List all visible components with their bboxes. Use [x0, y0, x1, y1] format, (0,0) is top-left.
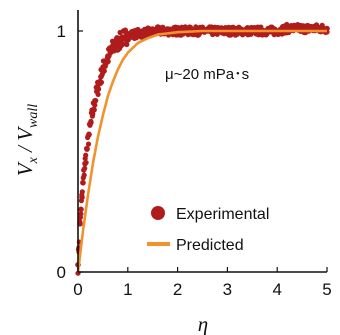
- experimental-point: [78, 206, 84, 213]
- experimental-point: [92, 98, 98, 104]
- y-label-main-sub: x: [26, 156, 41, 164]
- x-axis-label: η: [198, 312, 208, 335]
- y-tick-label: 1: [57, 22, 66, 41]
- y-label-denom-sub: wall: [26, 104, 41, 128]
- experimental-point: [81, 172, 87, 178]
- experimental-point: [82, 165, 88, 171]
- legend-predicted-label: Predicted: [176, 237, 244, 254]
- experimental-point: [98, 74, 104, 80]
- x-tick-label: 1: [123, 280, 132, 299]
- y-ticks: 01: [57, 22, 83, 282]
- experimental-point: [124, 41, 130, 48]
- x-tick-label: 4: [272, 280, 281, 299]
- predicted-line: [76, 29, 327, 273]
- experimental-point: [144, 29, 151, 35]
- experimental-point: [80, 180, 86, 186]
- experimental-point: [85, 141, 92, 147]
- x-tick-label: 0: [73, 280, 82, 299]
- experimental-point: [92, 102, 98, 108]
- experimental-point: [90, 107, 96, 114]
- experimental-point: [135, 30, 141, 37]
- x-tick-label: 3: [223, 280, 232, 299]
- legend-experimental-marker: [151, 206, 165, 220]
- experimental-point: [79, 194, 85, 201]
- experimental-point: [193, 24, 199, 30]
- experimental-point: [105, 54, 111, 61]
- experimental-point: [88, 119, 94, 126]
- y-tick-label: 0: [57, 263, 66, 282]
- experimental-point: [79, 189, 85, 195]
- x-tick-label: 2: [173, 280, 182, 299]
- annotation-text: μ~20 mPa･s: [165, 66, 249, 83]
- experimental-point: [78, 211, 84, 217]
- legend: Experimental Predicted: [147, 206, 269, 254]
- y-label-slash: /: [13, 141, 37, 157]
- experimental-point: [100, 66, 106, 73]
- x-tick-label: 5: [322, 280, 331, 299]
- experimental-point: [107, 49, 114, 56]
- experimental-point: [84, 146, 90, 152]
- experimental-point: [102, 59, 109, 66]
- experimental-point: [130, 31, 136, 38]
- experimental-point: [154, 28, 161, 34]
- experimental-point: [94, 88, 100, 95]
- y-label-denom: V: [13, 126, 37, 141]
- experimental-point: [83, 152, 89, 158]
- experimental-point: [149, 29, 156, 35]
- experimental-point: [125, 33, 131, 39]
- experimental-point: [82, 160, 88, 167]
- y-axis-label: Vx / Vwall: [13, 104, 41, 176]
- y-label-main: V: [13, 161, 37, 176]
- legend-experimental-label: Experimental: [176, 206, 269, 223]
- experimental-point: [96, 81, 102, 87]
- experimental-point: [86, 131, 92, 138]
- x-ticks: 0 1 2 3 4 5: [73, 267, 332, 299]
- experimental-point: [139, 30, 146, 37]
- predicted-series: [76, 29, 327, 273]
